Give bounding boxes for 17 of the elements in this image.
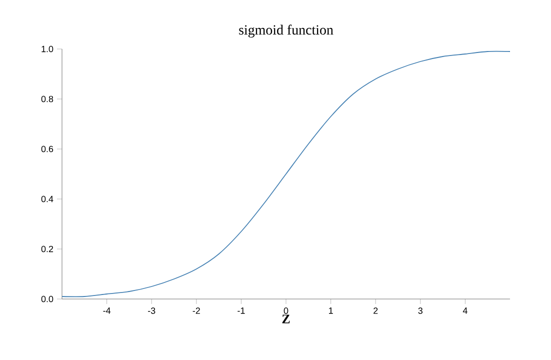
x-tick-label: 3 (418, 308, 423, 314)
chart-title: sigmoid function (239, 24, 334, 38)
y-tick-label: 0.2 (41, 246, 54, 252)
x-tick-label: -2 (192, 308, 200, 314)
y-tick-label: 1.0 (42, 46, 54, 52)
y-tick-label: 0.6 (41, 146, 54, 152)
y-tick-label: 0.4 (41, 196, 54, 202)
x-axis-title: Z (282, 314, 290, 324)
x-tick-label: -4 (103, 308, 111, 314)
y-tick-label: 0.8 (41, 96, 54, 102)
x-tick-label: 1 (328, 308, 333, 314)
x-tick-label: 2 (374, 308, 378, 314)
y-tick-label: 0.0 (41, 296, 54, 302)
x-tick-label: 4 (462, 308, 468, 314)
x-tick-label: 0 (284, 308, 288, 314)
x-tick-label: -1 (238, 308, 245, 314)
x-tick-label: -3 (148, 308, 156, 314)
